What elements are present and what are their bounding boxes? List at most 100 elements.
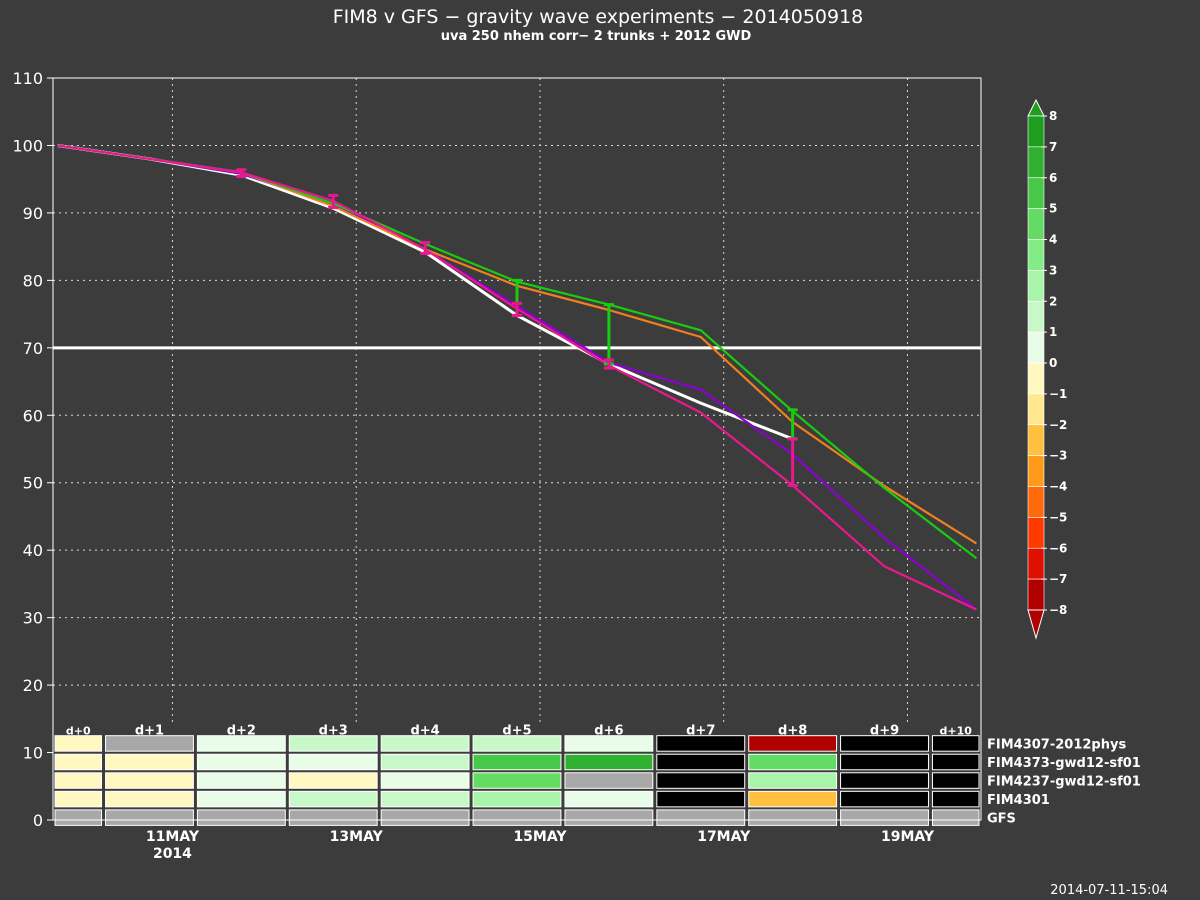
- significance-cell: [748, 735, 838, 752]
- significance-cell: [656, 809, 746, 826]
- chart-subtitle: uva 250 nhem corr− 2 trunks + 2012 GWD: [441, 29, 752, 44]
- significance-cell: [840, 790, 929, 808]
- colorbar-segment: [1027, 424, 1045, 456]
- y-tick-label: 90: [23, 204, 43, 223]
- colorbar-label: −4: [1049, 480, 1067, 494]
- day-label: d+0: [66, 724, 91, 737]
- error-bars: [236, 168, 798, 487]
- significance-cell: [472, 735, 562, 752]
- colorbar-label: 3: [1049, 263, 1057, 277]
- significance-cell: [656, 735, 746, 752]
- colorbar-label: 0: [1049, 356, 1057, 370]
- colorbar-bottom-arrow: [1027, 609, 1045, 640]
- significance-cell: [931, 753, 980, 771]
- significance-cell: [472, 753, 562, 771]
- series-lines: [57, 144, 978, 611]
- significance-cell: [105, 735, 194, 752]
- x-tick-label: 13MAY: [330, 829, 384, 845]
- significance-cell: [380, 809, 470, 826]
- significance-cell: [54, 735, 103, 752]
- significance-cell: [840, 735, 929, 752]
- plot-frame: [52, 77, 982, 821]
- colorbar-segment: [1027, 362, 1045, 395]
- significance-cell: [472, 772, 562, 789]
- colorbar-segment: [1027, 486, 1045, 518]
- significance-cell: [380, 772, 470, 789]
- colorbar-label: 1: [1049, 325, 1057, 339]
- y-tick-label: 10: [23, 744, 43, 763]
- significance-cell: [472, 790, 562, 808]
- colorbar-label: −7: [1049, 572, 1067, 586]
- y-axis: 0 10 20 30 40 50 60 70 80 90 100 110: [12, 69, 53, 830]
- colorbar-label: 5: [1049, 202, 1057, 216]
- colorbar-label: 6: [1049, 171, 1057, 185]
- significance-cell: [748, 809, 838, 826]
- significance-cell: [564, 753, 654, 771]
- x-tick-label: 15MAY: [513, 829, 567, 845]
- colorbar-segment: [1027, 455, 1045, 487]
- day-label: d+1: [135, 723, 164, 738]
- x-tick-label: 11MAY: [146, 829, 200, 845]
- series-line-0: [57, 144, 794, 441]
- y-tick-label: 100: [12, 136, 43, 155]
- grid: [53, 78, 981, 729]
- colorbar-segment: [1027, 239, 1045, 271]
- significance-cell: [288, 790, 378, 808]
- day-label: d+2: [227, 723, 256, 738]
- y-tick-label: 80: [23, 271, 43, 290]
- y-tick-label: 110: [12, 69, 43, 88]
- day-label: d+8: [778, 723, 807, 738]
- day-label: d+6: [594, 723, 623, 738]
- x-tick-label: 19MAY: [881, 829, 935, 845]
- significance-cell: [931, 772, 980, 789]
- significance-panel: d+0 d+1 d+2 d+3 d+4 d+5 d+6 d+7 d+8 d+9 d+10 FIM430…: [53, 723, 1141, 827]
- significance-cell: [748, 790, 838, 808]
- row-label: GFS: [987, 812, 1016, 827]
- colorbar-label: −1: [1049, 387, 1067, 401]
- significance-cell: [196, 772, 286, 789]
- colorbar-label: 7: [1049, 140, 1057, 154]
- significance-cell: [105, 809, 194, 826]
- significance-cell: [564, 735, 654, 752]
- significance-cell: [656, 790, 746, 808]
- timestamp: 2014-07-11-15:04: [1050, 883, 1168, 898]
- colorbar-label: 8: [1049, 109, 1057, 123]
- significance-cell: [656, 753, 746, 771]
- colorbar-label: −5: [1049, 510, 1067, 524]
- significance-cell: [840, 753, 929, 771]
- day-label: d+4: [410, 723, 439, 738]
- significance-cell: [288, 753, 378, 771]
- colorbar-segment: [1027, 177, 1045, 209]
- row-label: FIM4237-gwd12-sf01: [987, 775, 1141, 790]
- significance-cell: [931, 809, 980, 826]
- day-label: d+9: [870, 723, 899, 738]
- significance-cell: [748, 753, 838, 771]
- colorbar-label: −3: [1049, 449, 1067, 463]
- row-label: FIM4373-gwd12-sf01: [987, 756, 1141, 771]
- significance-cell: [656, 772, 746, 789]
- significance-cell: [196, 753, 286, 771]
- x-tick-label: 17MAY: [697, 829, 751, 845]
- y-tick-label: 60: [23, 406, 43, 425]
- significance-cell: [288, 809, 378, 826]
- colorbar-segment: [1027, 331, 1045, 364]
- x-tick-sublabel: 2014: [153, 846, 192, 862]
- significance-cell: [564, 790, 654, 808]
- significance-cell: [380, 735, 470, 752]
- significance-cell: [54, 809, 103, 826]
- significance-cell: [105, 790, 194, 808]
- colorbar: 8 7 6 5 4 3 2 1 0 −1 −2 −3 −4 −5 −6 −7 −8: [1027, 98, 1067, 640]
- significance-cell: [105, 753, 194, 771]
- row-label: FIM4307-2012phys: [987, 737, 1126, 752]
- significance-cell: [564, 772, 654, 789]
- y-tick-label: 30: [23, 609, 43, 628]
- significance-cell: [840, 809, 929, 826]
- series-line-4: [57, 144, 977, 611]
- colorbar-segment: [1027, 115, 1045, 148]
- y-tick-label: 50: [23, 474, 43, 493]
- colorbar-top-arrow: [1027, 98, 1045, 117]
- significance-cell: [196, 735, 286, 752]
- series-line-2: [57, 144, 977, 545]
- significance-cell: [380, 753, 470, 771]
